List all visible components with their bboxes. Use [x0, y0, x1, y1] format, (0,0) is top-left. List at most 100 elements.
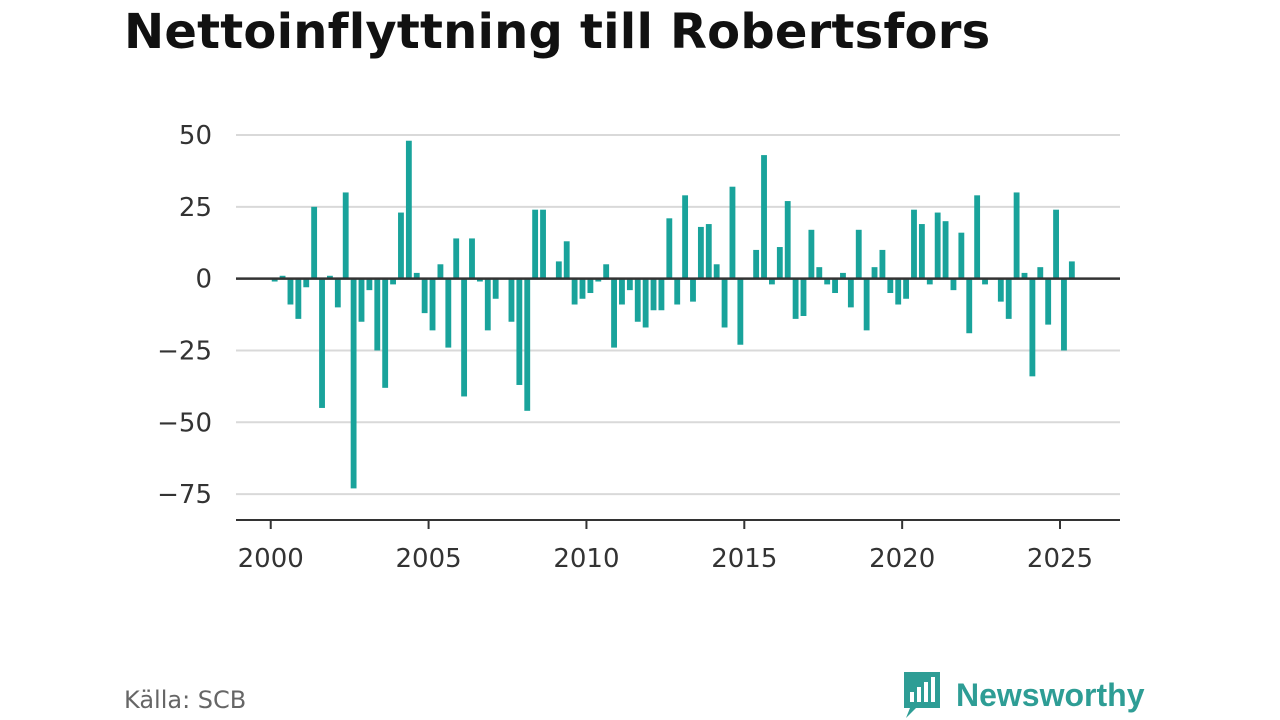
bar — [469, 238, 475, 279]
bar — [879, 249, 886, 279]
bar — [650, 278, 657, 311]
source-label: Källa: SCB — [124, 686, 247, 714]
bar — [713, 264, 720, 279]
bar — [453, 238, 460, 279]
bar — [753, 249, 760, 279]
bar — [1021, 272, 1028, 279]
bar — [413, 272, 420, 279]
bar — [611, 278, 617, 348]
bar — [737, 278, 744, 345]
bar — [729, 186, 736, 279]
bar — [619, 278, 625, 305]
bar — [958, 232, 965, 279]
bar — [405, 140, 412, 279]
bar — [792, 278, 799, 319]
bar — [445, 278, 452, 348]
bar — [319, 278, 325, 408]
y-tick-label: −25 — [157, 336, 212, 366]
y-axis-tick-labels: 50 25 0 −25 −50 −75 — [157, 121, 212, 510]
bar — [871, 267, 878, 279]
bar — [942, 221, 949, 279]
y-tick-label: −75 — [157, 480, 212, 510]
x-tick-label: 2005 — [395, 544, 461, 574]
bar — [1053, 209, 1059, 279]
y-tick-label: −50 — [157, 408, 212, 438]
chart-title: Nettoinflyttning till Robertsfors — [124, 4, 991, 60]
bar — [461, 278, 468, 397]
bar — [358, 278, 365, 322]
bar — [642, 278, 649, 328]
bar — [532, 209, 539, 279]
bar — [761, 155, 767, 279]
bar — [1061, 278, 1067, 351]
bar — [334, 278, 341, 308]
bar — [382, 278, 389, 388]
y-tick-label: 50 — [179, 121, 212, 151]
y-tick-label: 25 — [179, 193, 212, 223]
bar — [303, 278, 310, 288]
bar — [950, 278, 957, 291]
bar — [1013, 192, 1020, 279]
bar — [926, 278, 933, 285]
brand-logo: Newsworthy — [902, 670, 1144, 720]
bar — [437, 264, 444, 279]
bar — [982, 278, 988, 285]
x-tick-label: 2010 — [553, 544, 619, 574]
x-tick-label: 2020 — [869, 544, 935, 574]
bar — [966, 278, 973, 334]
bar — [287, 278, 294, 305]
bar — [918, 224, 925, 279]
bar — [1005, 278, 1012, 319]
bar — [327, 275, 333, 279]
bar — [769, 278, 775, 285]
bar — [911, 209, 917, 279]
bar — [658, 278, 665, 311]
bars — [271, 140, 1075, 489]
bar — [398, 212, 404, 279]
bar — [366, 278, 373, 291]
bar — [974, 195, 981, 279]
bar — [800, 278, 807, 316]
bar — [682, 195, 689, 279]
bar — [342, 192, 349, 279]
bar — [429, 278, 436, 331]
bar — [421, 278, 428, 314]
bar — [705, 224, 712, 279]
brand-name: Newsworthy — [956, 676, 1145, 713]
bar — [390, 278, 396, 285]
bar — [903, 278, 910, 299]
bar — [555, 261, 562, 279]
bar — [776, 247, 783, 279]
x-tick-label: 2000 — [238, 544, 304, 574]
bar — [816, 267, 823, 279]
bar — [516, 278, 523, 385]
x-axis: 2000 2005 2010 2015 2020 2025 — [236, 519, 1120, 574]
bar — [1029, 278, 1036, 377]
bar — [563, 241, 570, 279]
bar — [311, 206, 318, 279]
bar — [824, 278, 831, 285]
bar — [271, 278, 278, 282]
x-tick-label: 2015 — [711, 544, 777, 574]
bar — [1068, 261, 1075, 279]
bar — [350, 278, 357, 489]
bar — [855, 229, 862, 279]
bar — [863, 278, 870, 331]
bar — [674, 278, 681, 305]
bar — [603, 264, 610, 279]
bar — [690, 278, 696, 302]
bar — [595, 278, 602, 282]
bar — [524, 278, 531, 411]
bar-chart-speech-bubble-icon — [904, 672, 940, 718]
bar — [847, 278, 854, 308]
bar — [374, 278, 381, 351]
bar — [887, 278, 894, 294]
bar — [295, 278, 302, 319]
y-tick-label: 0 — [195, 265, 212, 295]
bar — [279, 275, 286, 279]
bar — [476, 278, 483, 282]
bar — [579, 278, 586, 299]
bar — [587, 278, 594, 294]
bar — [571, 278, 578, 305]
